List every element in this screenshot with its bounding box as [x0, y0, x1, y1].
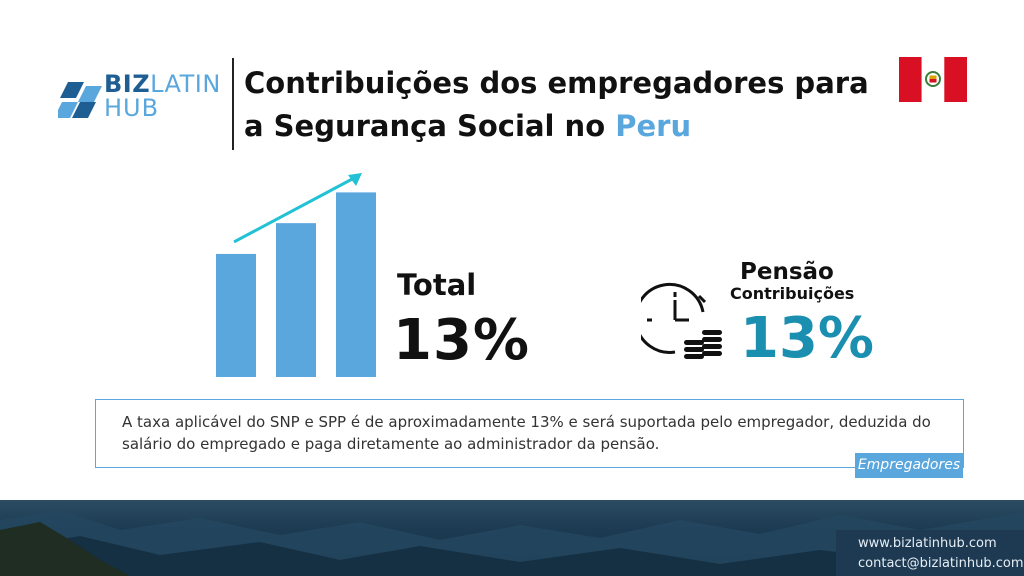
- growth-arrow-line: [233, 175, 357, 244]
- chart-bar-1: [216, 253, 256, 377]
- chart-bar-3: [336, 192, 376, 377]
- description-tag: Empregadores: [855, 453, 963, 478]
- brand-hub: HUB: [104, 94, 160, 122]
- brand-logo: BIZLATIN HUB: [58, 72, 228, 128]
- coins-icon: [684, 330, 722, 359]
- bizlatinhub-logo-icon: [58, 82, 102, 118]
- pension-value: 13%: [740, 306, 875, 371]
- peru-flag-icon: [899, 57, 967, 102]
- clock-icon: [641, 282, 707, 354]
- page-title: Contribuições dos empregadores para a Se…: [244, 62, 869, 148]
- brand-biz: BIZ: [104, 70, 151, 98]
- clock-coins-icon: [641, 282, 722, 359]
- growth-arrow-head-icon: [348, 173, 362, 186]
- growth-bar-chart: [216, 173, 376, 377]
- contact-email[interactable]: contact@bizlatinhub.com: [858, 556, 1024, 571]
- contact-box: www.bizlatinhub.com contact@bizlatinhub.…: [836, 530, 1024, 576]
- description-box: A taxa aplicável do SNP e SPP é de aprox…: [95, 399, 964, 468]
- total-label: Total: [397, 268, 477, 302]
- pension-subtitle: Contribuições: [730, 284, 855, 303]
- pension-title: Pensão: [740, 259, 834, 285]
- chart-bar-2: [276, 223, 316, 377]
- title-line-2-prefix: a Segurança Social no: [244, 109, 616, 143]
- title-line-1: Contribuições dos empregadores para: [244, 66, 869, 100]
- brand-wordmark: BIZLATIN HUB: [104, 72, 221, 120]
- total-value: 13%: [393, 308, 531, 373]
- title-country: Peru: [615, 109, 692, 143]
- contact-website[interactable]: www.bizlatinhub.com: [858, 536, 997, 551]
- description-text: A taxa aplicável do SNP e SPP é de aprox…: [122, 413, 931, 453]
- mountain-silhouette: [0, 510, 1024, 576]
- brand-latin: LATIN: [150, 70, 221, 98]
- header-divider: [232, 58, 234, 150]
- title-line-2: a Segurança Social no Peru: [244, 105, 869, 148]
